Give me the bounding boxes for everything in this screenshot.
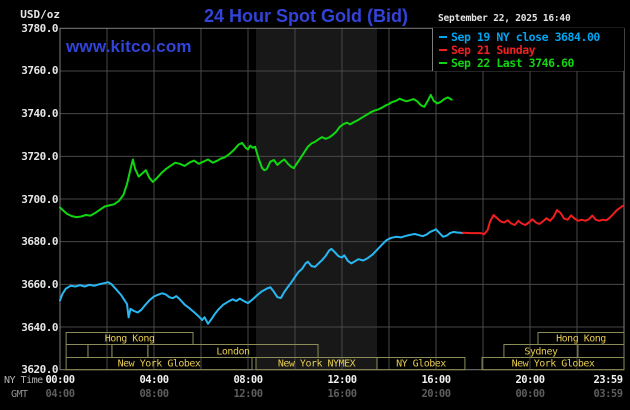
x-tick-label-gmt: 03:59 (593, 388, 623, 400)
y-tick-label: 3760.0 (21, 64, 58, 78)
session-box (65, 357, 253, 371)
legend-item-label: Sep 19 NY close 3684.00 (451, 29, 600, 44)
legend-item-label: Sep 21 Sunday (451, 42, 536, 57)
session-label: Hong Kong (556, 334, 606, 345)
y-tick-label: 3620.0 (21, 363, 58, 377)
session-label: Sydney (524, 347, 558, 358)
session-label: NY Globex (396, 359, 446, 370)
x-tick-label-ny: 23:59 (593, 374, 623, 386)
x-tick-label-ny: 08:00 (233, 374, 263, 386)
kitco-watermark-link[interactable]: www.kitco.com (66, 37, 192, 56)
x-tick-label-gmt: 20:00 (421, 388, 451, 400)
x-tick-label-ny: 16:00 (421, 374, 451, 386)
session-box (87, 344, 113, 358)
x-tick-label-ny: 12:00 (327, 374, 357, 386)
session-box (481, 357, 625, 371)
chart-datetime-label: September 22, 2025 16:40 (438, 13, 571, 24)
session-box (537, 332, 625, 345)
session-label: New York NYMEX (278, 359, 356, 370)
y-tick-label: 3700.0 (21, 192, 58, 206)
session-label: London (216, 347, 250, 358)
x-tick-label-gmt: 08:00 (139, 388, 169, 400)
x-tick-label-gmt: 12:00 (233, 388, 263, 400)
x-axis-ny-caption: NY Time (4, 375, 43, 386)
legend-item-sunday: Sep 21 Sunday (433, 42, 624, 57)
session-label: Hong Kong (105, 334, 155, 345)
page-title: 24 Hour Spot Gold (Bid) (204, 6, 408, 26)
x-tick-label-gmt: 00:00 (515, 388, 545, 400)
y-tick-label: 3780.0 (21, 21, 58, 35)
legend: Sep 19 NY close 3684.00 Sep 21 Sunday Se… (432, 28, 624, 71)
legend-item-prev-close: Sep 19 NY close 3684.00 (433, 29, 624, 44)
x-tick-label-ny: 20:00 (515, 374, 545, 386)
x-tick-label-gmt: 04:00 (45, 388, 75, 400)
y-axis-unit-label: USD/oz (20, 8, 60, 21)
y-tick-label: 3680.0 (21, 235, 58, 249)
y-tick-label: 3660.0 (21, 277, 58, 291)
session-box (376, 357, 466, 371)
prev-close-swatch-icon (439, 35, 447, 38)
x-tick-label-ny: 00:00 (45, 374, 75, 386)
price-line-0 (59, 228, 464, 325)
session-label: New York Globex (512, 359, 595, 370)
y-tick-label: 3740.0 (21, 107, 58, 121)
legend-item-today: Sep 22 Last 3746.60 (433, 55, 624, 70)
x-tick-label-ny: 04:00 (139, 374, 169, 386)
price-line-2 (59, 93, 453, 219)
session-box (65, 344, 89, 358)
price-line-1 (462, 204, 625, 236)
sunday-swatch-icon (439, 48, 447, 51)
y-tick-label: 3720.0 (21, 149, 58, 163)
x-axis-gmt-caption: GMT (11, 389, 28, 400)
today-swatch-icon (439, 61, 447, 64)
x-tick-label-gmt: 16:00 (327, 388, 357, 400)
legend-item-label: Sep 22 Last 3746.60 (451, 55, 574, 70)
session-label: New York Globex (118, 359, 201, 370)
y-tick-label: 3640.0 (21, 320, 58, 334)
session-box (111, 344, 149, 358)
